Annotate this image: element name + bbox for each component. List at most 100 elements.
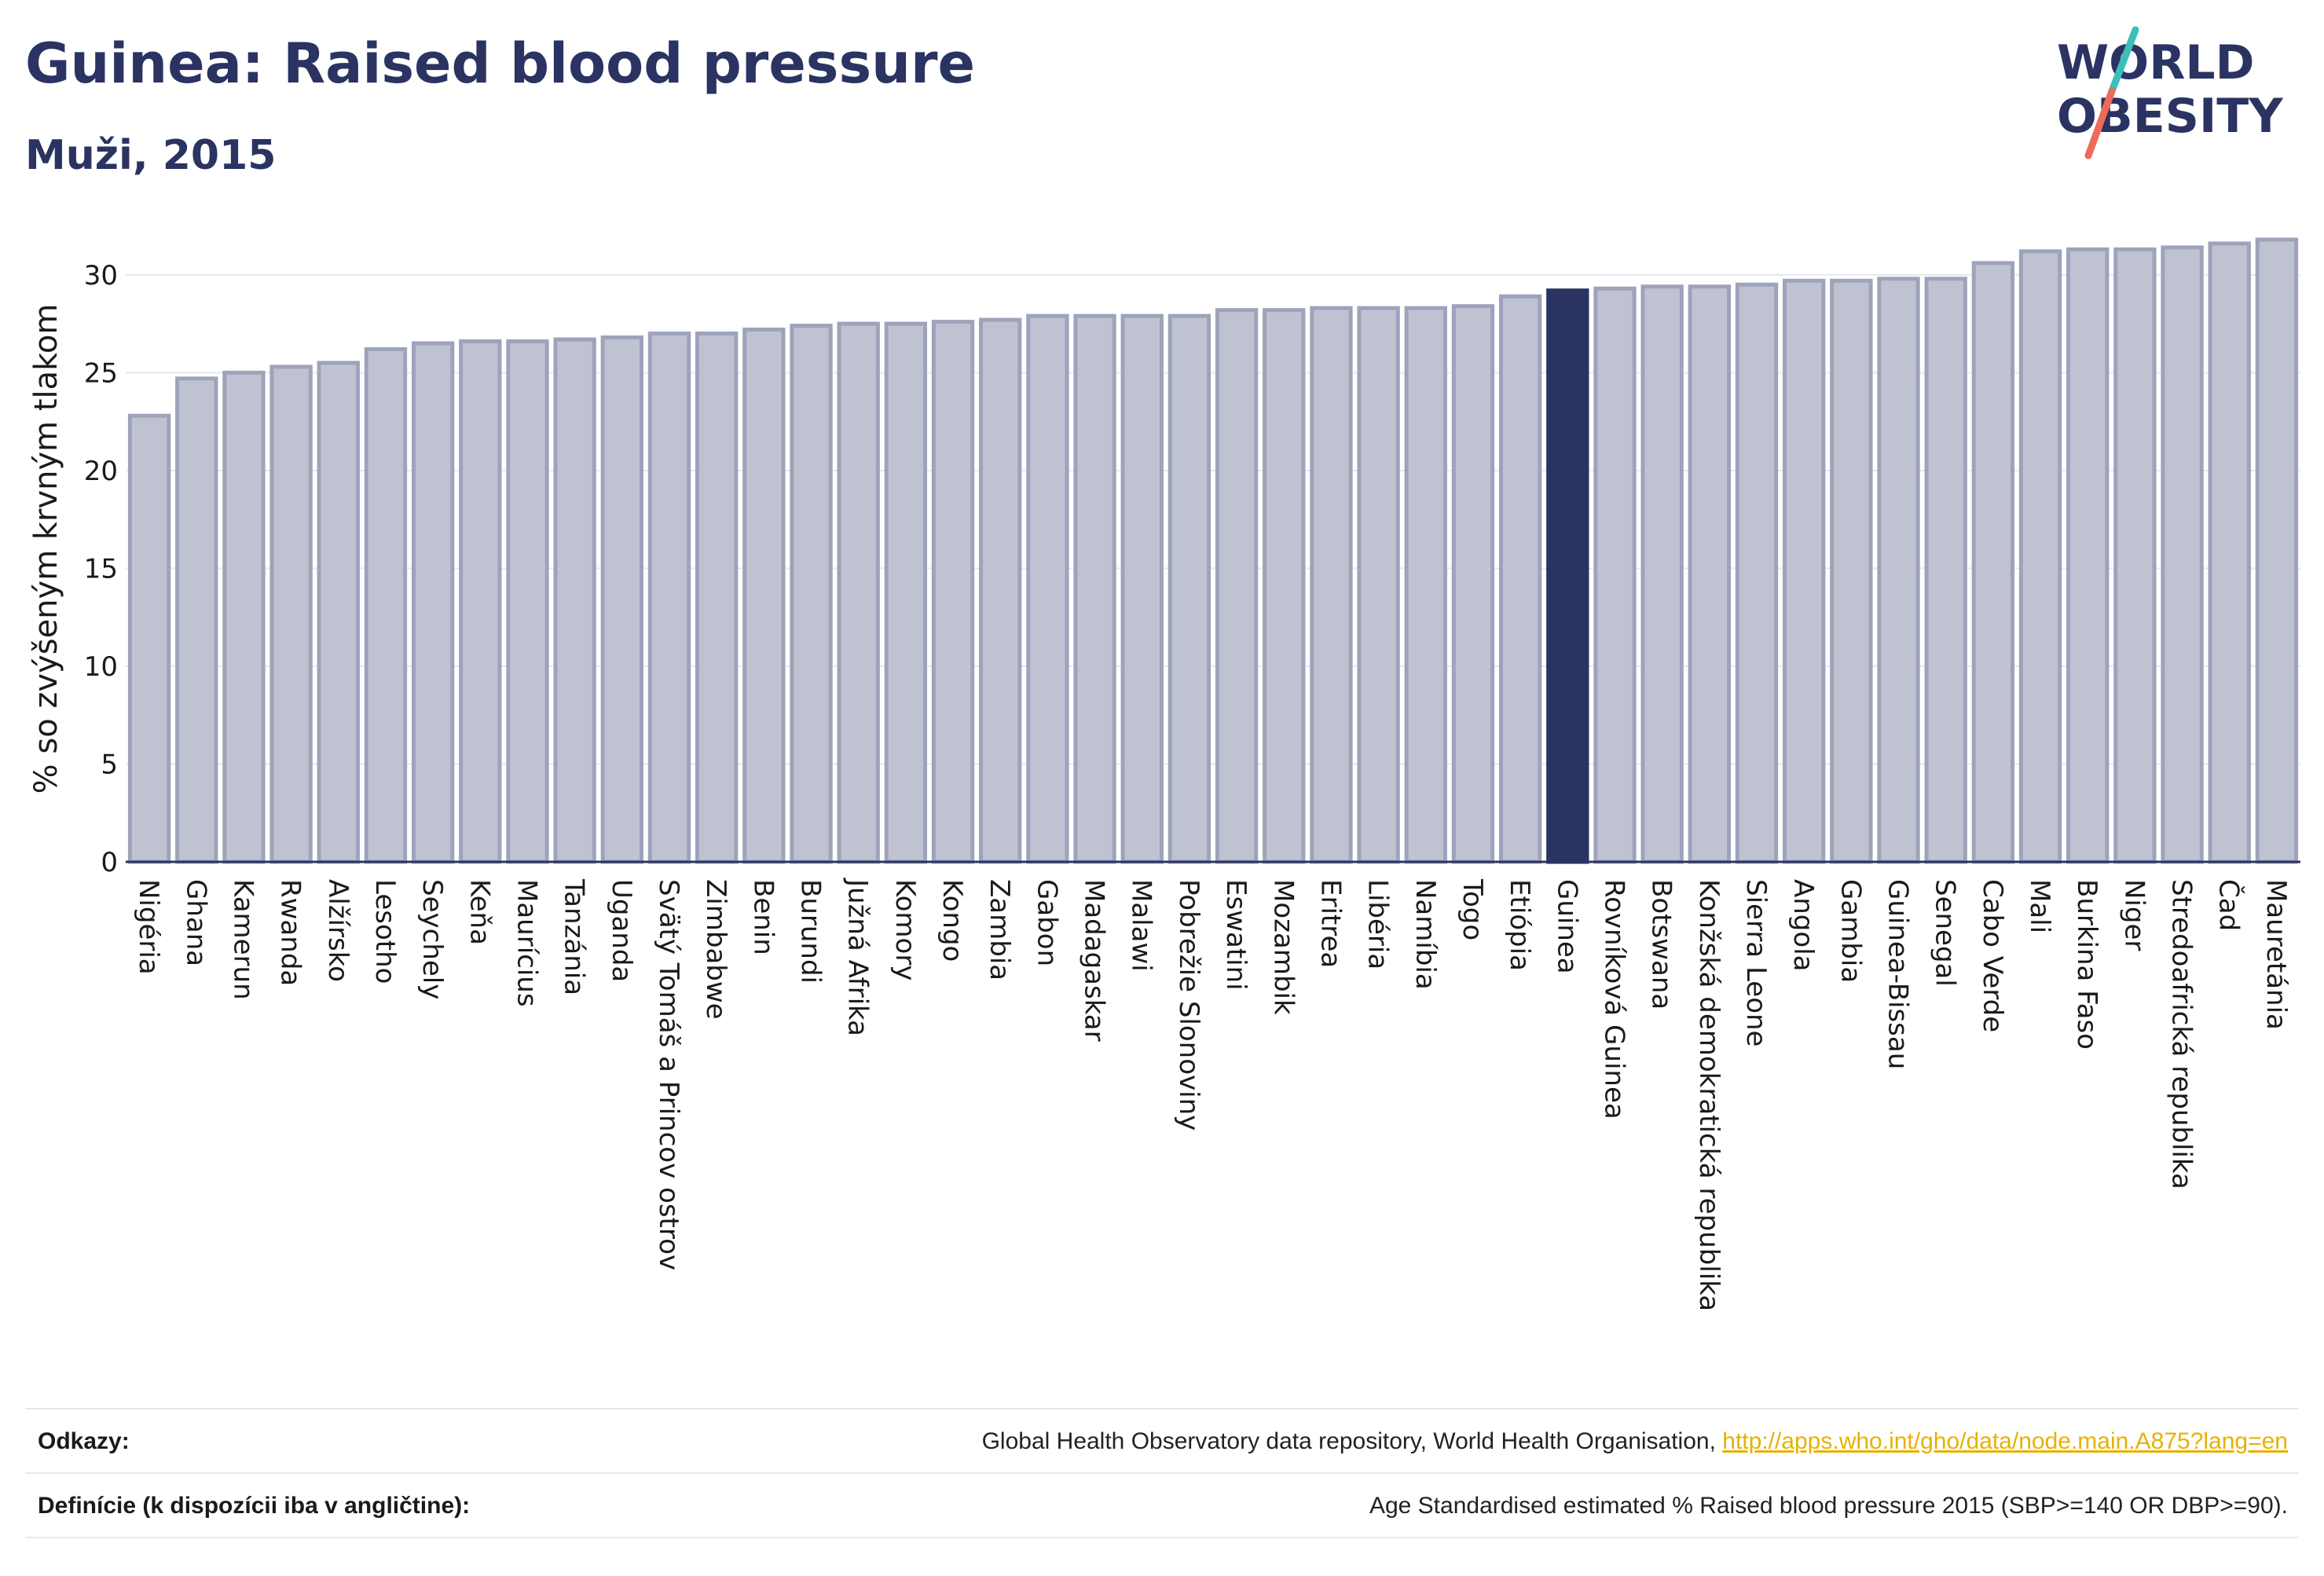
x-tick-label: Konžská demokratická republika — [1693, 879, 1725, 1311]
bar — [2161, 245, 2204, 864]
bar — [127, 413, 171, 864]
x-tick-label: Guinea-Bissau — [1882, 879, 1914, 1069]
logo-line1: WORLD — [2057, 35, 2254, 90]
x-tick-label: Benin — [747, 879, 779, 955]
bar — [600, 335, 643, 864]
x-tick-label: Gabon — [1031, 879, 1062, 966]
definitions-value: Age Standardised estimated % Raised bloo… — [1369, 1493, 2288, 1519]
bar — [1310, 306, 1353, 864]
x-tick-label: Pobrežie Slonoviny — [1173, 879, 1204, 1131]
references-label: Odkazy: — [38, 1428, 130, 1454]
chart-title: Guinea: Raised blood pressure — [25, 31, 975, 96]
footer-divider-bottom — [25, 1537, 2299, 1538]
definitions-label: Definície (k dispozícii iba v angličtine… — [38, 1493, 471, 1519]
x-tick-label: Tanzánia — [559, 878, 590, 995]
x-tick-label: Uganda — [606, 879, 637, 982]
bar — [1120, 313, 1164, 864]
x-tick-label: Južná Afrika — [842, 878, 874, 1036]
x-tick-label: Malawi — [1126, 879, 1157, 972]
bar — [1498, 294, 1542, 864]
world-obesity-logo: WORLD OBESITY — [2057, 26, 2284, 159]
x-tick-label: Mauretánia — [2260, 879, 2292, 1030]
y-axis-ticks: 0 5 10 15 20 25 30 — [84, 260, 118, 878]
y-axis-label: % so zvýšeným krvným tlakom — [28, 304, 64, 794]
x-tick-label: Keňa — [464, 879, 495, 945]
bar — [979, 317, 1022, 864]
bar — [1924, 277, 1967, 864]
x-tick-label: Guinea — [1551, 879, 1582, 974]
bar — [553, 337, 596, 864]
bar — [695, 332, 739, 864]
y-tick-label: 25 — [84, 357, 118, 389]
logo-slash-bottom — [2084, 87, 2116, 159]
x-tick-label: Cabo Verde — [1977, 879, 2008, 1032]
x-tick-label: Gambia — [1835, 879, 1866, 983]
bar — [931, 320, 975, 864]
x-tick-label: Maurícius — [511, 879, 542, 1007]
bar — [1215, 308, 1259, 864]
x-tick-label: Etiópia — [1504, 879, 1535, 971]
bar — [647, 332, 691, 864]
x-tick-label: Senegal — [1930, 879, 1961, 987]
bar — [1877, 277, 1920, 864]
bar — [411, 341, 455, 864]
x-tick-label: Burundi — [795, 879, 827, 984]
x-tick-label: Rovníková Guinea — [1598, 879, 1629, 1120]
x-tick-label: Togo — [1457, 878, 1488, 940]
bar — [2066, 247, 2110, 864]
bar — [1688, 284, 1731, 864]
bar — [506, 339, 549, 864]
bar — [1357, 306, 1400, 864]
bar — [222, 370, 266, 864]
bars — [127, 237, 2299, 864]
y-tick-label: 0 — [101, 847, 118, 878]
x-tick-label: Komory — [889, 879, 921, 980]
bar — [1971, 261, 2015, 864]
x-tick-label: Zimbabwe — [700, 879, 731, 1020]
bar — [175, 376, 218, 864]
bar-highlighted — [1546, 288, 1589, 864]
bar — [2208, 241, 2251, 864]
x-tick-label: Libéria — [1362, 879, 1394, 969]
bar — [459, 339, 502, 864]
references-link[interactable]: http://apps.who.int/gho/data/node.main.A… — [1722, 1428, 2288, 1454]
bar — [2113, 247, 2157, 864]
bar — [2255, 237, 2299, 864]
y-tick-label: 20 — [84, 456, 118, 487]
x-tick-label: Seychely — [416, 879, 448, 999]
bar — [790, 324, 833, 864]
footer-divider-middle — [25, 1472, 2299, 1474]
x-tick-label: Nigéria — [133, 879, 164, 975]
x-tick-label: Ghana — [180, 879, 211, 966]
y-tick-label: 10 — [84, 651, 118, 683]
chart-subtitle: Muži, 2015 — [25, 132, 277, 179]
bar — [884, 321, 928, 864]
x-tick-label: Stredoafrická republika — [2166, 879, 2198, 1189]
x-tick-label: Angola — [1787, 879, 1819, 971]
x-tick-label: Niger — [2118, 879, 2150, 951]
references-text: Global Health Observatory data repositor… — [981, 1428, 1723, 1454]
footer-divider-top — [25, 1408, 2299, 1409]
x-tick-label: Svätý Tomáš a Princov ostrov — [653, 879, 684, 1270]
bar — [1167, 313, 1211, 864]
bar — [1263, 308, 1306, 864]
x-tick-label: Kamerun — [227, 879, 258, 1000]
x-tick-label: Sierra Leone — [1740, 879, 1772, 1046]
y-tick-label: 5 — [101, 749, 118, 780]
x-tick-label: Zambia — [984, 879, 1015, 980]
y-tick-label: 30 — [84, 260, 118, 291]
bar — [1073, 313, 1116, 864]
bar-chart: 0 5 10 15 20 25 30 Nigéria Ghana Kamerun Rwanda Al… — [28, 237, 2300, 1311]
bar — [1593, 286, 1637, 864]
bar — [1830, 278, 1873, 864]
x-axis-labels: Nigéria Ghana Kamerun Rwanda Alžírsko Lesotho… — [133, 878, 2292, 1311]
bar — [1451, 304, 1495, 864]
x-tick-label: Mali — [2024, 879, 2055, 933]
bar — [364, 346, 408, 864]
bar — [1783, 278, 1826, 864]
logo-slash-top — [2108, 26, 2139, 95]
x-tick-label: Eritrea — [1314, 879, 1346, 968]
y-tick-label: 15 — [84, 553, 118, 585]
bar — [837, 321, 880, 864]
x-tick-label: Madagaskar — [1079, 879, 1110, 1042]
